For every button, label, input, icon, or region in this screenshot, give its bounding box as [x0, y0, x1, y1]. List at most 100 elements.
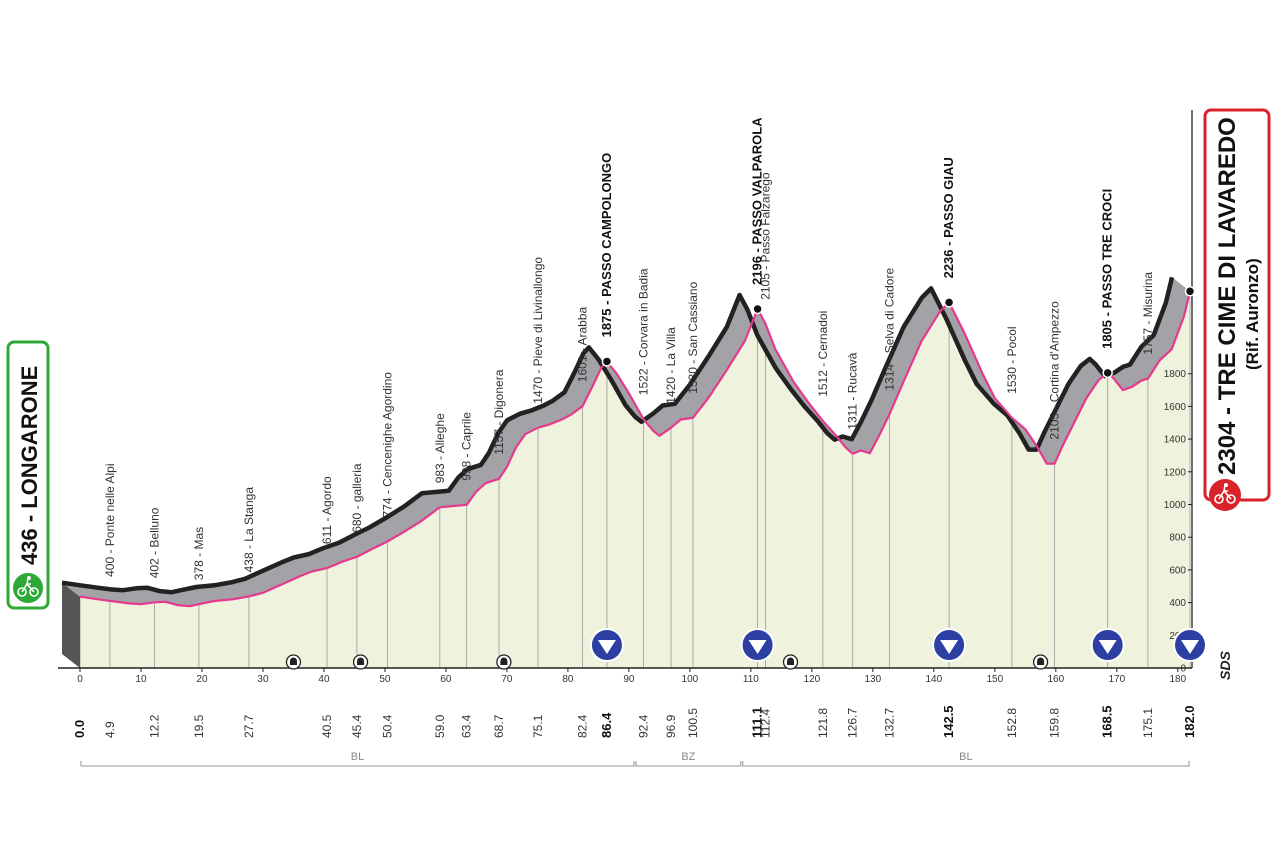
- region-label: BL: [351, 751, 364, 763]
- waypoint-label: 1530 - San Cassiano: [686, 281, 700, 393]
- waypoint-label: 998 - Caprile: [460, 412, 474, 481]
- km-label: 86.4: [599, 712, 614, 738]
- km-label: 19.5: [192, 714, 206, 738]
- x-tick-label: 100: [682, 674, 699, 685]
- km-label: 82.4: [576, 714, 590, 738]
- km-label: 132.7: [882, 708, 896, 738]
- km-label: 111.1: [750, 707, 765, 738]
- km-label: 59.0: [433, 714, 447, 738]
- y-tick-label: 1600: [1164, 402, 1187, 413]
- gpm-triangle-icon: [1098, 640, 1117, 654]
- x-tick-label: 70: [501, 674, 513, 685]
- km-label: 175.1: [1141, 708, 1155, 738]
- waypoint-label: 1522 - Corvara in Badia: [637, 268, 651, 395]
- tunnel-arch-icon: [289, 657, 297, 665]
- x-tick-label: 160: [1047, 674, 1064, 685]
- km-label: 100.5: [686, 708, 700, 738]
- region-bracket: [635, 761, 742, 767]
- x-tick-label: 150: [986, 674, 1003, 685]
- km-label: 112.4: [759, 709, 773, 738]
- waypoint-label: 1470 - Pieve di Livinallongo: [531, 257, 545, 404]
- waypoint-label: 378 - Mas: [192, 527, 206, 580]
- summit-dot: [752, 303, 763, 315]
- finish-badge: 2304 - TRE CIME DI LAVAREDO (Rif. Auronz…: [1203, 108, 1271, 511]
- y-tick-label: 1400: [1164, 435, 1187, 446]
- x-tick-label: 110: [743, 674, 759, 685]
- waypoint-label: 680 - galleria: [350, 463, 364, 533]
- x-tick-label: 50: [379, 674, 391, 685]
- region-bracket: [80, 761, 635, 767]
- waypoint-label: 1875 - PASSO CAMPOLONGO: [599, 153, 614, 338]
- profile-line: [79, 291, 1192, 608]
- km-label: 121.8: [816, 708, 830, 738]
- waypoint-label: 2105 - Passo Falzarego: [759, 172, 773, 300]
- km-label: 63.4: [460, 714, 474, 738]
- km-label: 126.7: [846, 708, 860, 738]
- waypoint-label: 1314 - Selva di Cadore: [882, 268, 896, 391]
- gpm-triangle-icon: [748, 640, 767, 654]
- waypoint-label: 1805 - PASSO TRE CROCI: [1100, 189, 1115, 349]
- start-label: 436 - LONGARONE: [17, 366, 42, 565]
- x-tick-label: 80: [562, 674, 574, 685]
- km-label: 45.4: [350, 714, 364, 738]
- road-side-band: [62, 277, 1190, 607]
- x-tick-label: 30: [257, 674, 269, 685]
- waypoint-label: 774 - Cencenighe Agordino: [380, 372, 394, 518]
- x-tick-label: 0: [77, 674, 83, 685]
- waypoint-label: 1757 - Misurina: [1141, 272, 1155, 355]
- y-tick-label: 0: [1180, 664, 1186, 675]
- tunnel-arch-icon: [787, 657, 795, 665]
- region-label: BL: [959, 751, 972, 763]
- waypoint-label: 611 - Agordo: [320, 476, 334, 544]
- summit-dot: [1102, 367, 1113, 379]
- km-label: 40.5: [320, 714, 334, 738]
- km-label: 152.8: [1005, 708, 1019, 738]
- waypoint-label: 983 - Alleghe: [433, 413, 447, 483]
- km-label: 92.4: [637, 714, 651, 738]
- waypoint-label: 1601 - Arabba: [576, 306, 590, 382]
- waypoint-label: 1157 - Digonera: [492, 369, 506, 454]
- summit-dot: [1184, 286, 1196, 297]
- km-label: 182.0: [1182, 705, 1197, 738]
- x-tick-label: 20: [196, 674, 208, 685]
- km-label: 27.7: [242, 714, 256, 738]
- km-label: 68.7: [492, 714, 506, 738]
- tunnel-arch-icon: [1037, 657, 1045, 665]
- gpm-triangle-icon: [597, 640, 616, 654]
- finish-label: 2304 - TRE CIME DI LAVAREDO: [1214, 117, 1241, 475]
- road-top-line: [61, 276, 1175, 595]
- km-label: 142.5: [941, 705, 956, 738]
- x-tick-label: 90: [623, 674, 635, 685]
- waypoint-label: 1512 - Cernadoi: [816, 311, 830, 397]
- region-bracket: [742, 761, 1190, 767]
- waypoint-label: 2236 - PASSO GIAU: [941, 157, 956, 278]
- start-badge-frame: [6, 340, 50, 610]
- y-tick-label: 1200: [1164, 467, 1187, 478]
- waypoint-label: 2105 - Cortina d'Ampezzo: [1048, 301, 1062, 440]
- km-label: 0.0: [72, 720, 87, 738]
- x-tick-label: 120: [804, 674, 821, 685]
- km-label: 12.2: [147, 714, 161, 738]
- waypoint-label: 438 - La Stanga: [242, 487, 256, 573]
- km-label: 4.9: [103, 721, 117, 738]
- km-label: 159.8: [1048, 708, 1062, 738]
- waypoint-label: 402 - Belluno: [147, 507, 161, 578]
- profile-area: [80, 291, 1190, 668]
- finish-sublabel: (Rif. Auronzo): [1243, 258, 1262, 370]
- x-tick-label: 10: [135, 674, 147, 685]
- y-tick-label: 1800: [1164, 369, 1187, 380]
- waypoint-label: 1530 - Pocol: [1005, 326, 1019, 393]
- km-label: 168.5: [1100, 705, 1115, 738]
- region-label: BZ: [681, 751, 695, 763]
- x-tick-label: 130: [865, 674, 882, 685]
- summit-dot: [601, 356, 613, 367]
- km-label: 96.9: [664, 714, 678, 738]
- x-tick-label: 40: [318, 674, 330, 685]
- gpm-triangle-icon: [1181, 640, 1199, 654]
- y-tick-label: 600: [1169, 565, 1186, 576]
- tunnel-arch-icon: [500, 657, 508, 665]
- x-tick-label: 170: [1108, 674, 1125, 685]
- waypoint-label: 400 - Ponte nelle Alpi: [103, 463, 117, 576]
